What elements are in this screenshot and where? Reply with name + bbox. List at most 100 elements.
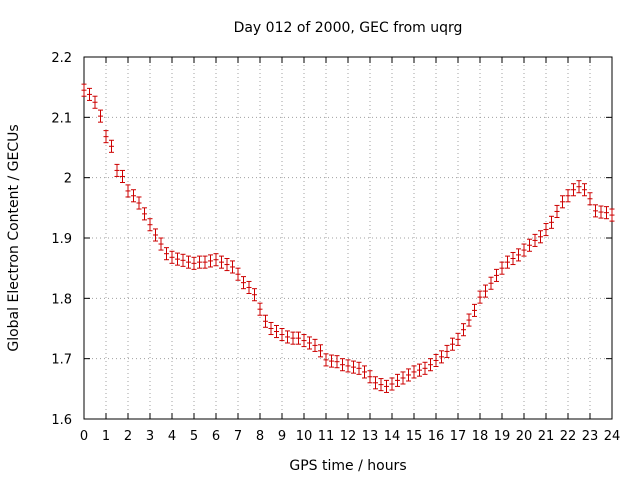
data-point <box>411 365 417 379</box>
data-point <box>582 183 587 197</box>
data-point <box>98 109 103 123</box>
data-point <box>197 255 202 269</box>
data-point <box>576 180 582 194</box>
y-tick-label: 1.9 <box>51 232 72 247</box>
data-point <box>505 255 510 269</box>
x-tick-label: 16 <box>428 429 445 444</box>
data-point <box>81 83 87 97</box>
data-point <box>450 337 455 351</box>
data-point <box>510 251 516 266</box>
data-point <box>543 223 549 237</box>
data-point <box>158 237 164 251</box>
data-point <box>202 255 208 269</box>
x-tick-label: 4 <box>168 429 176 444</box>
data-point <box>527 238 532 252</box>
chart-title: Day 012 of 2000, GEC from uqrg <box>234 20 463 36</box>
data-point <box>263 314 268 328</box>
y-tick-label: 1.7 <box>51 353 72 368</box>
axis-ticks <box>83 56 613 420</box>
data-point <box>301 334 307 348</box>
data-point <box>516 248 521 262</box>
data-point <box>103 130 109 144</box>
data-point <box>268 321 274 336</box>
x-tick-label: 8 <box>256 429 264 444</box>
data-point <box>384 379 389 393</box>
data-point <box>175 252 180 266</box>
data-point <box>362 365 367 379</box>
data-point <box>395 373 400 387</box>
data-point <box>312 338 318 352</box>
data-point <box>246 280 252 295</box>
data-point <box>455 332 461 346</box>
data-point <box>213 253 219 267</box>
x-tick-label: 13 <box>362 429 379 444</box>
data-point <box>367 370 373 384</box>
data-point <box>274 324 279 339</box>
x-tick-label: 2 <box>124 429 132 444</box>
data-point <box>433 353 439 368</box>
data-point <box>472 303 477 317</box>
data-point <box>180 253 186 267</box>
data-point <box>109 139 114 153</box>
x-tick-label: 12 <box>340 429 357 444</box>
data-point <box>532 233 538 247</box>
data-point <box>235 267 241 281</box>
data-point <box>466 313 472 327</box>
x-tick-labels: 0 1 2 3 4 5 6 7 8 9 10 11 12 13 14 15 16 17 18 19 20 21 22 23 24 <box>80 429 620 444</box>
data-point <box>483 284 488 298</box>
data-point <box>565 189 571 203</box>
data-point <box>604 206 609 220</box>
x-tick-label: 7 <box>234 429 242 444</box>
data-point <box>208 254 213 268</box>
y-tick-label: 1.6 <box>51 413 72 428</box>
data-point <box>598 205 604 219</box>
data-point <box>356 361 362 375</box>
data-point <box>461 323 466 337</box>
data-point <box>488 276 494 290</box>
data-point <box>142 207 147 221</box>
y-tick-labels: 1.6 1.7 1.8 1.9 2 2.1 2.2 <box>51 51 72 428</box>
data-point <box>230 260 235 274</box>
data-point <box>499 261 505 275</box>
x-tick-label: 21 <box>538 429 555 444</box>
data-point <box>571 183 576 197</box>
data-point <box>334 355 340 369</box>
data-point <box>92 95 98 109</box>
data-point <box>169 250 175 264</box>
data-point <box>477 290 483 304</box>
data-point <box>136 196 142 210</box>
data-point <box>378 378 384 392</box>
grid-lines <box>84 57 612 419</box>
data-point <box>296 331 301 345</box>
y-tick-label: 1.8 <box>51 292 72 307</box>
x-tick-label: 0 <box>80 429 88 444</box>
data-point <box>554 204 560 218</box>
x-tick-label: 11 <box>318 429 335 444</box>
data-point <box>307 336 312 350</box>
data-point <box>609 208 615 222</box>
x-tick-label: 23 <box>582 429 599 444</box>
y-tick-label: 2 <box>64 172 72 187</box>
data-point <box>428 358 433 372</box>
data-point <box>285 330 290 344</box>
x-tick-label: 3 <box>146 429 154 444</box>
data-point <box>593 204 598 218</box>
data-point <box>494 268 499 282</box>
y-axis-label: Global Electron Content / GECUs <box>6 124 22 351</box>
x-axis-label: GPS time / hours <box>289 458 406 474</box>
y-tick-label: 2.2 <box>51 51 72 66</box>
data-point <box>120 169 125 183</box>
data-point <box>191 256 197 270</box>
x-tick-label: 15 <box>406 429 423 444</box>
x-tick-label: 22 <box>560 429 577 444</box>
x-tick-label: 19 <box>494 429 511 444</box>
data-point <box>345 359 351 373</box>
data-point <box>87 87 92 101</box>
data-point <box>323 353 329 367</box>
x-tick-label: 18 <box>472 429 489 444</box>
x-tick-label: 17 <box>450 429 467 444</box>
data-point <box>389 377 395 391</box>
data-point <box>351 360 356 374</box>
data-point <box>406 368 411 382</box>
data-point <box>340 358 345 372</box>
